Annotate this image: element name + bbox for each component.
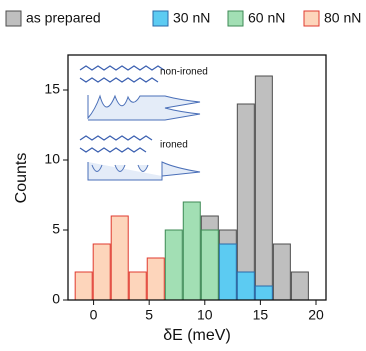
bar [290, 271, 309, 301]
legend-swatch [227, 10, 244, 27]
legend-label: 60 nN [248, 10, 285, 26]
y-tick-label: 5 [52, 221, 60, 237]
annotation: ironed [160, 140, 188, 151]
bar [92, 243, 111, 301]
bar [74, 271, 93, 301]
x-tick-label: 0 [90, 307, 98, 323]
molecule [79, 65, 165, 83]
legend-label: as prepared [26, 10, 101, 26]
potential-profile [87, 161, 201, 181]
bar [164, 229, 183, 301]
bar [200, 229, 219, 301]
y-tick-label: 10 [44, 151, 60, 167]
bar [236, 271, 255, 301]
x-tick-label: 15 [253, 307, 269, 323]
legend-swatch [152, 10, 169, 27]
y-tick-label: 0 [52, 291, 60, 307]
bar [254, 285, 273, 301]
bar [182, 201, 201, 301]
x-tick-label: 10 [197, 307, 213, 323]
potential-profile [87, 94, 201, 121]
annotation: non-ironed [160, 67, 208, 78]
molecule [79, 135, 153, 153]
legend-swatch [5, 10, 22, 27]
plot-frame [67, 54, 327, 301]
bar [128, 271, 147, 301]
legend-swatch [303, 10, 320, 27]
x-tick-label: 20 [308, 307, 324, 323]
bar [236, 103, 255, 301]
x-tick-label: 5 [145, 307, 153, 323]
bar [272, 243, 291, 301]
bar [110, 215, 129, 301]
bar [146, 257, 165, 301]
legend-label: 80 nN [324, 10, 361, 26]
legend-label: 30 nN [173, 10, 210, 26]
bar [254, 75, 273, 301]
inset-illustration: non-ironed ironed [79, 65, 208, 181]
bar [218, 243, 237, 301]
y-tick-label: 15 [44, 81, 60, 97]
x-axis-label: δE (meV) [163, 327, 231, 344]
y-axis-label: Counts [13, 153, 30, 204]
